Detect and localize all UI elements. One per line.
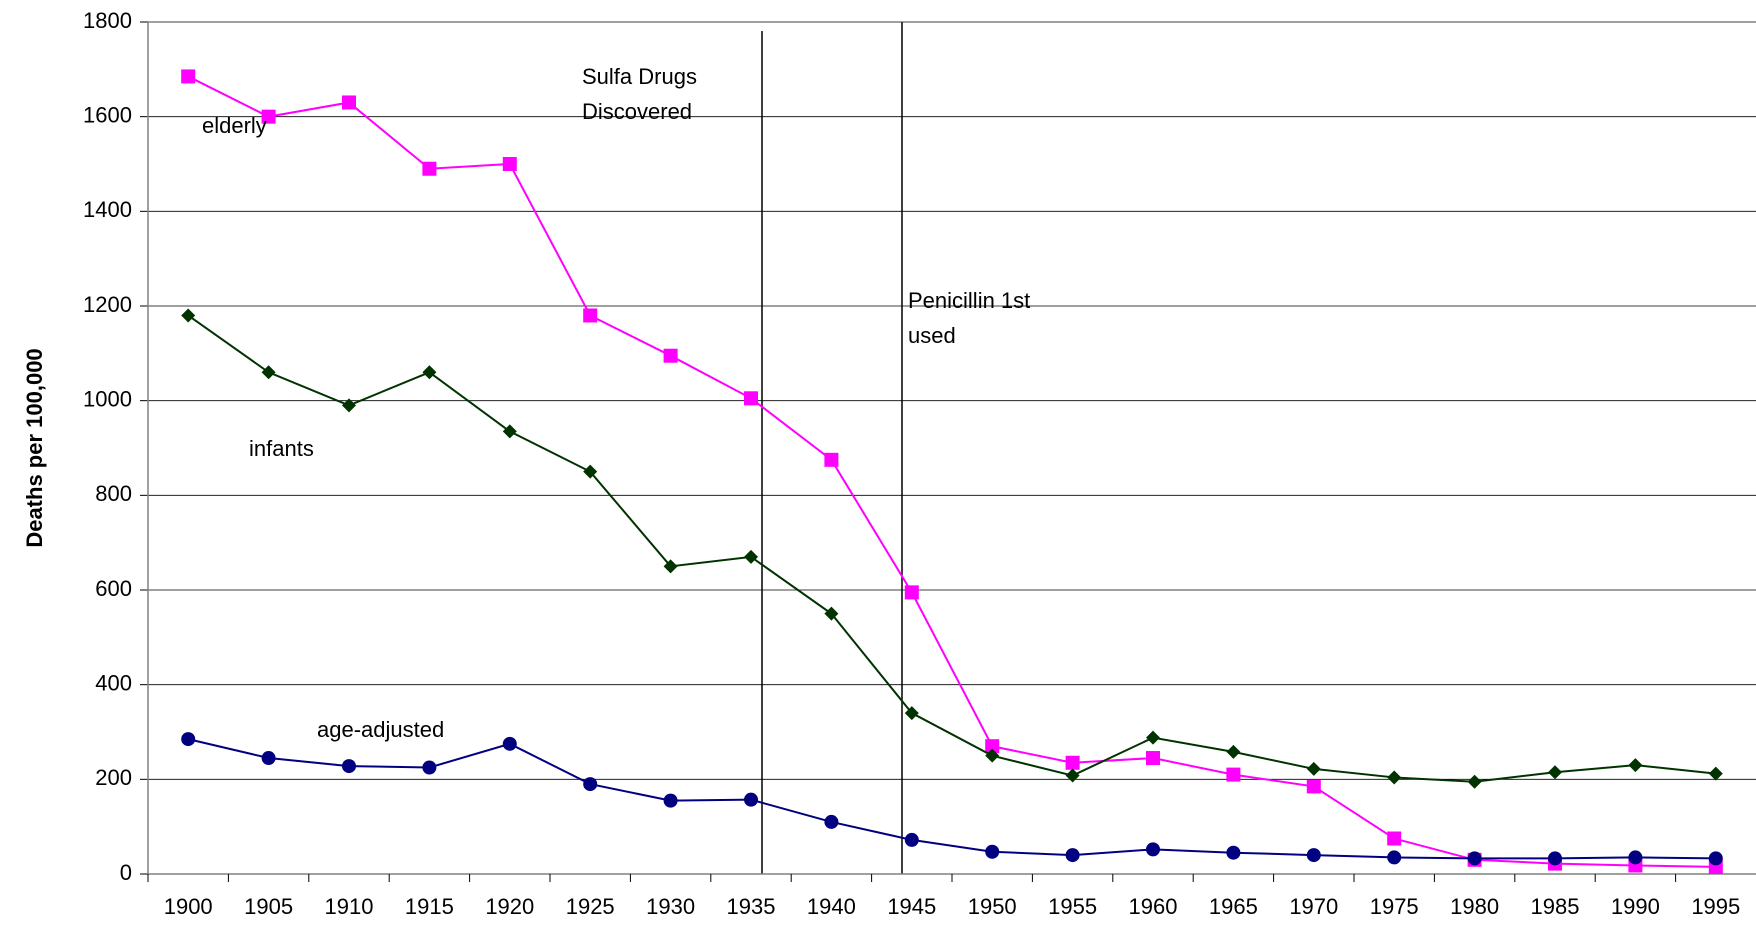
point (985, 739, 1000, 754)
y-tick-label: 1400 (83, 197, 132, 222)
point (824, 452, 839, 467)
y-tick-label: 1800 (83, 8, 132, 33)
point (904, 585, 919, 600)
point (181, 308, 196, 323)
point (985, 844, 1000, 859)
point (502, 157, 517, 171)
y-tick-label: 1200 (83, 292, 132, 317)
point (1708, 851, 1723, 866)
point (1306, 779, 1321, 794)
point (261, 365, 276, 380)
x-tick-label: 1985 (1531, 894, 1580, 919)
point (502, 736, 517, 751)
point (663, 793, 678, 808)
y-axis-label: Deaths per 100,000 (22, 348, 47, 547)
point (1708, 766, 1723, 781)
y-tick-label: 800 (95, 481, 132, 506)
point (1467, 774, 1482, 789)
point (1628, 758, 1643, 773)
point (342, 759, 356, 774)
point (744, 391, 758, 406)
x-tick-label: 1925 (566, 894, 615, 919)
x-tick-label: 1950 (968, 894, 1017, 919)
x-tick-label: 1955 (1048, 894, 1097, 919)
point (1467, 851, 1482, 866)
point (1065, 768, 1080, 783)
point (1387, 850, 1402, 865)
annotation: Penicillin 1st (908, 288, 1030, 313)
point (985, 748, 1000, 763)
series-line (187, 314, 1716, 783)
annotation: used (908, 323, 956, 348)
point (824, 606, 839, 621)
y-tick-label: 600 (95, 576, 132, 601)
x-tick-label: 1975 (1370, 894, 1419, 919)
point (1146, 842, 1160, 857)
point (422, 161, 437, 176)
y-tick-label: 1000 (83, 386, 132, 411)
x-tick-label: 1940 (807, 894, 856, 919)
annotation: Discovered (582, 99, 692, 124)
series-line (187, 738, 1716, 860)
point (583, 308, 598, 323)
x-tick-label: 1965 (1209, 894, 1258, 919)
x-tick-label: 1930 (646, 894, 695, 919)
point (422, 760, 437, 775)
point (1306, 761, 1321, 776)
point (342, 95, 356, 110)
x-tick-label: 1900 (164, 894, 213, 919)
x-tick-label: 1915 (405, 894, 454, 919)
annotation: Sulfa Drugs (582, 64, 697, 89)
x-tick-label: 1990 (1611, 894, 1660, 919)
point (1065, 848, 1080, 863)
x-tick-label: 1935 (727, 894, 776, 919)
y-tick-label: 0 (120, 860, 132, 885)
point (663, 559, 678, 574)
series-label: infants (249, 436, 314, 461)
point (1387, 770, 1402, 785)
point (422, 365, 437, 380)
x-tick-label: 1905 (244, 894, 293, 919)
point (1226, 767, 1241, 782)
point (1306, 848, 1321, 863)
point (1226, 845, 1241, 860)
point (904, 706, 919, 721)
point (1146, 751, 1160, 766)
x-tick-label: 1920 (485, 894, 534, 919)
point (1065, 755, 1080, 770)
point (502, 424, 517, 439)
point (1548, 851, 1562, 866)
point (583, 777, 598, 792)
point (1548, 765, 1562, 780)
point (1226, 744, 1241, 759)
x-tick-label: 1970 (1289, 894, 1338, 919)
series-line (187, 75, 1716, 868)
point (181, 732, 196, 747)
y-tick-label: 400 (95, 670, 132, 695)
point (744, 792, 758, 807)
x-tick-label: 1960 (1129, 894, 1178, 919)
x-tick-label: 1945 (887, 894, 936, 919)
point (824, 814, 839, 829)
y-tick-label: 1600 (83, 102, 132, 127)
point (904, 832, 919, 847)
series-label: elderly (202, 113, 267, 138)
point (181, 69, 196, 84)
point (1146, 730, 1160, 745)
point (1387, 831, 1402, 846)
point (744, 549, 758, 564)
y-tick-label: 200 (95, 765, 132, 790)
point (261, 109, 276, 124)
x-tick-label: 1980 (1450, 894, 1499, 919)
x-tick-label: 1995 (1691, 894, 1740, 919)
point (663, 348, 678, 363)
point (583, 464, 598, 479)
point (261, 751, 276, 766)
x-tick-label: 1910 (325, 894, 374, 919)
point (342, 398, 356, 413)
series-label: age-adjusted (317, 717, 444, 742)
point (1628, 850, 1643, 865)
